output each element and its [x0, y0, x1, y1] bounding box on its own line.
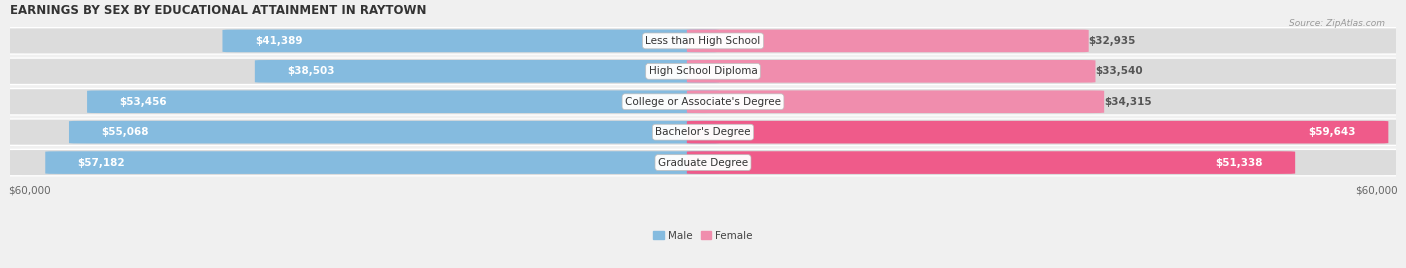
Text: $32,935: $32,935 [1088, 36, 1136, 46]
Text: EARNINGS BY SEX BY EDUCATIONAL ATTAINMENT IN RAYTOWN: EARNINGS BY SEX BY EDUCATIONAL ATTAINMEN… [10, 4, 426, 17]
FancyBboxPatch shape [254, 60, 718, 83]
FancyBboxPatch shape [0, 119, 1406, 146]
Text: Bachelor's Degree: Bachelor's Degree [655, 127, 751, 137]
FancyBboxPatch shape [688, 29, 1088, 52]
Text: $41,389: $41,389 [254, 36, 302, 46]
FancyBboxPatch shape [688, 60, 1095, 83]
Text: $59,643: $59,643 [1309, 127, 1355, 137]
FancyBboxPatch shape [0, 58, 1406, 84]
Legend: Male, Female: Male, Female [650, 226, 756, 245]
Text: $33,540: $33,540 [1095, 66, 1143, 76]
Text: College or Associate's Degree: College or Associate's Degree [626, 97, 780, 107]
FancyBboxPatch shape [45, 151, 718, 174]
FancyBboxPatch shape [87, 90, 718, 113]
Text: $51,338: $51,338 [1215, 158, 1263, 168]
Text: Graduate Degree: Graduate Degree [658, 158, 748, 168]
FancyBboxPatch shape [0, 28, 1406, 54]
FancyBboxPatch shape [688, 90, 1104, 113]
FancyBboxPatch shape [0, 88, 1406, 115]
Text: $57,182: $57,182 [77, 158, 125, 168]
Text: Less than High School: Less than High School [645, 36, 761, 46]
FancyBboxPatch shape [0, 149, 1406, 176]
Text: Source: ZipAtlas.com: Source: ZipAtlas.com [1289, 19, 1385, 28]
Text: High School Diploma: High School Diploma [648, 66, 758, 76]
FancyBboxPatch shape [688, 121, 1388, 143]
FancyBboxPatch shape [688, 151, 1295, 174]
Text: $53,456: $53,456 [120, 97, 167, 107]
FancyBboxPatch shape [222, 29, 718, 52]
Text: $34,315: $34,315 [1104, 97, 1152, 107]
FancyBboxPatch shape [69, 121, 718, 143]
Text: $38,503: $38,503 [287, 66, 335, 76]
Text: $55,068: $55,068 [101, 127, 149, 137]
